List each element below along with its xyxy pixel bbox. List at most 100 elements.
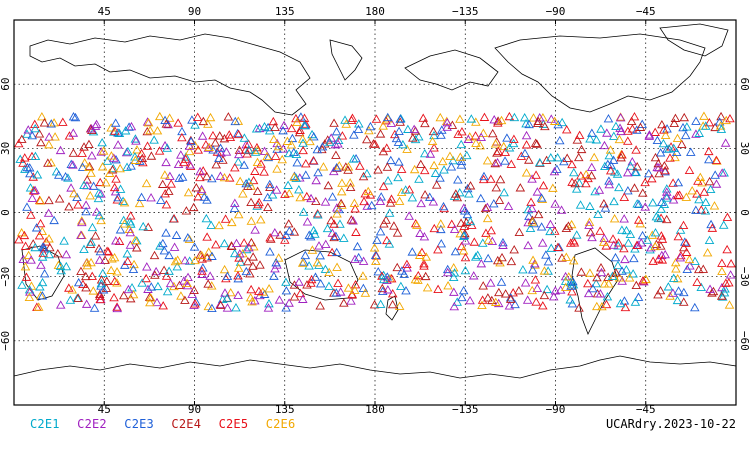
observation-marker [111, 174, 121, 183]
observation-marker [650, 241, 660, 251]
observation-marker [545, 226, 555, 236]
observation-marker [453, 175, 463, 184]
observation-marker [716, 111, 726, 121]
observation-marker [350, 204, 360, 213]
longitude-tick-label: −90 [546, 5, 566, 18]
observation-marker [33, 302, 44, 311]
observation-marker [637, 230, 648, 240]
observation-marker [207, 173, 217, 183]
observation-marker [123, 284, 134, 294]
observation-marker [437, 156, 448, 166]
observation-marker [418, 113, 429, 122]
observation-marker [486, 225, 496, 235]
observation-marker [154, 146, 165, 155]
observation-marker [149, 135, 159, 144]
observation-marker [538, 180, 549, 190]
observation-marker [125, 216, 135, 226]
observation-marker [668, 195, 679, 204]
observation-marker [490, 158, 501, 168]
observation-marker [183, 233, 193, 242]
observation-marker [271, 185, 282, 194]
observation-marker [382, 272, 393, 281]
longitude-ticks-bottom: 45 90 135 180 −135 −90 −45 [98, 401, 656, 416]
observation-marker [523, 204, 533, 214]
observation-marker [597, 301, 607, 311]
observation-marker [459, 203, 469, 212]
observation-marker [234, 253, 244, 262]
observation-marker [186, 136, 196, 146]
observation-marker [294, 185, 304, 194]
observation-marker [30, 242, 40, 252]
observation-marker [120, 126, 131, 135]
observation-marker [127, 283, 137, 292]
observation-marker [234, 149, 244, 159]
observation-marker [313, 210, 323, 219]
observation-marker [98, 268, 108, 277]
observation-marker [329, 118, 339, 127]
observation-marker [349, 198, 360, 207]
observation-marker [239, 160, 249, 169]
observation-marker [349, 130, 359, 139]
observation-marker [119, 198, 130, 207]
observation-marker [44, 195, 54, 205]
observation-marker [587, 232, 597, 242]
legend-item-c2e2: C2E2 [77, 417, 107, 431]
observation-marker [96, 281, 106, 290]
observation-marker [622, 167, 633, 177]
observation-marker [225, 287, 236, 297]
observation-marker [64, 283, 74, 292]
observation-marker [552, 152, 563, 162]
observation-marker [234, 145, 245, 154]
observation-marker [450, 246, 461, 256]
observation-marker [657, 234, 668, 243]
observation-marker [203, 119, 213, 128]
observation-marker [190, 255, 200, 265]
observation-marker [583, 278, 593, 288]
observation-marker [428, 126, 439, 136]
observation-marker [479, 112, 490, 121]
observation-marker [710, 170, 720, 179]
observation-marker [669, 118, 680, 128]
observation-marker [386, 194, 397, 203]
observation-marker [320, 197, 331, 206]
observation-marker [706, 219, 716, 229]
observation-marker [465, 181, 476, 190]
observation-marker [527, 265, 538, 274]
observation-marker [429, 160, 439, 170]
observation-marker [378, 181, 389, 191]
observation-marker [655, 285, 666, 295]
observation-marker [371, 256, 381, 266]
observation-marker [243, 256, 253, 266]
observation-marker [587, 128, 597, 137]
observation-marker [188, 202, 199, 212]
observation-marker [681, 238, 692, 247]
observation-marker [174, 280, 185, 290]
observation-marker [704, 176, 715, 186]
observation-marker [185, 160, 195, 169]
observation-marker [362, 168, 372, 178]
observation-marker [496, 277, 507, 286]
observation-marker [449, 287, 459, 296]
observation-marker [490, 297, 501, 306]
observation-marker [207, 251, 217, 260]
observation-marker [540, 121, 550, 131]
observation-marker [257, 287, 268, 296]
observation-marker [492, 148, 502, 157]
observation-marker [184, 146, 195, 156]
observation-marker [211, 240, 221, 249]
observation-marker [392, 228, 403, 237]
observation-marker [588, 283, 598, 293]
observation-marker [631, 280, 642, 290]
observation-marker [631, 125, 642, 134]
observation-marker [125, 227, 136, 237]
observation-marker [97, 162, 108, 171]
observation-marker [442, 117, 452, 127]
observation-marker [372, 235, 382, 244]
observation-marker [589, 152, 599, 162]
observation-marker [77, 217, 87, 227]
observation-marker [287, 133, 298, 143]
observation-marker [550, 199, 560, 208]
observation-marker [456, 218, 466, 227]
observation-marker [694, 194, 704, 204]
observation-marker [415, 228, 425, 237]
